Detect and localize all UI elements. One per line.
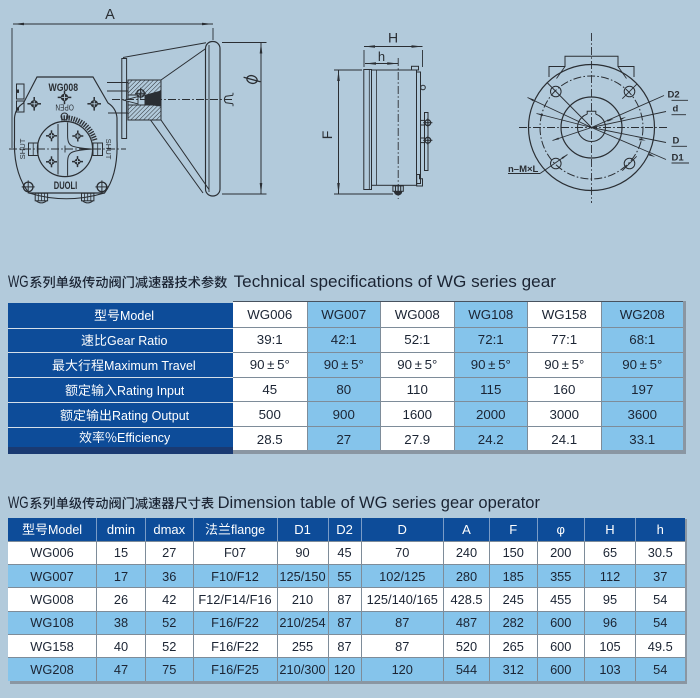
svg-text:F: F xyxy=(319,131,335,140)
svg-text:WG: WG xyxy=(8,494,29,512)
svg-text:D2: D2 xyxy=(668,90,680,101)
svg-text:Model: Model xyxy=(48,523,82,537)
svg-text:D1: D1 xyxy=(672,153,685,164)
svg-text:SHUT: SHUT xyxy=(104,139,113,160)
svg-text:WG: WG xyxy=(8,273,29,291)
svg-text:Rating Input: Rating Input xyxy=(117,384,184,398)
svg-text:OPEN: OPEN xyxy=(55,103,74,113)
svg-text:A: A xyxy=(105,7,115,23)
svg-text:SHUT: SHUT xyxy=(18,138,27,159)
svg-text:Gear Ratio: Gear Ratio xyxy=(107,334,167,348)
svg-text:DUOLI: DUOLI xyxy=(54,180,78,192)
svg-text:Rating Output: Rating Output xyxy=(112,409,189,423)
svg-text:h: h xyxy=(378,49,385,64)
svg-text:D: D xyxy=(673,136,680,147)
svg-text:Model: Model xyxy=(120,309,154,323)
svg-text:flange: flange xyxy=(231,523,265,537)
svg-text:n–M×L: n–M×L xyxy=(508,164,539,175)
svg-text:WG008: WG008 xyxy=(49,82,79,94)
svg-text:Technical specifications of WG: Technical specifications of WG series ge… xyxy=(234,272,557,291)
svg-text:Maximum Travel: Maximum Travel xyxy=(104,359,196,373)
svg-text:Dimension table of WG series g: Dimension table of WG series gear operat… xyxy=(218,493,541,512)
svg-text:H: H xyxy=(388,30,398,46)
svg-text:Efficiency: Efficiency xyxy=(117,431,170,445)
svg-text:d: d xyxy=(673,104,679,115)
